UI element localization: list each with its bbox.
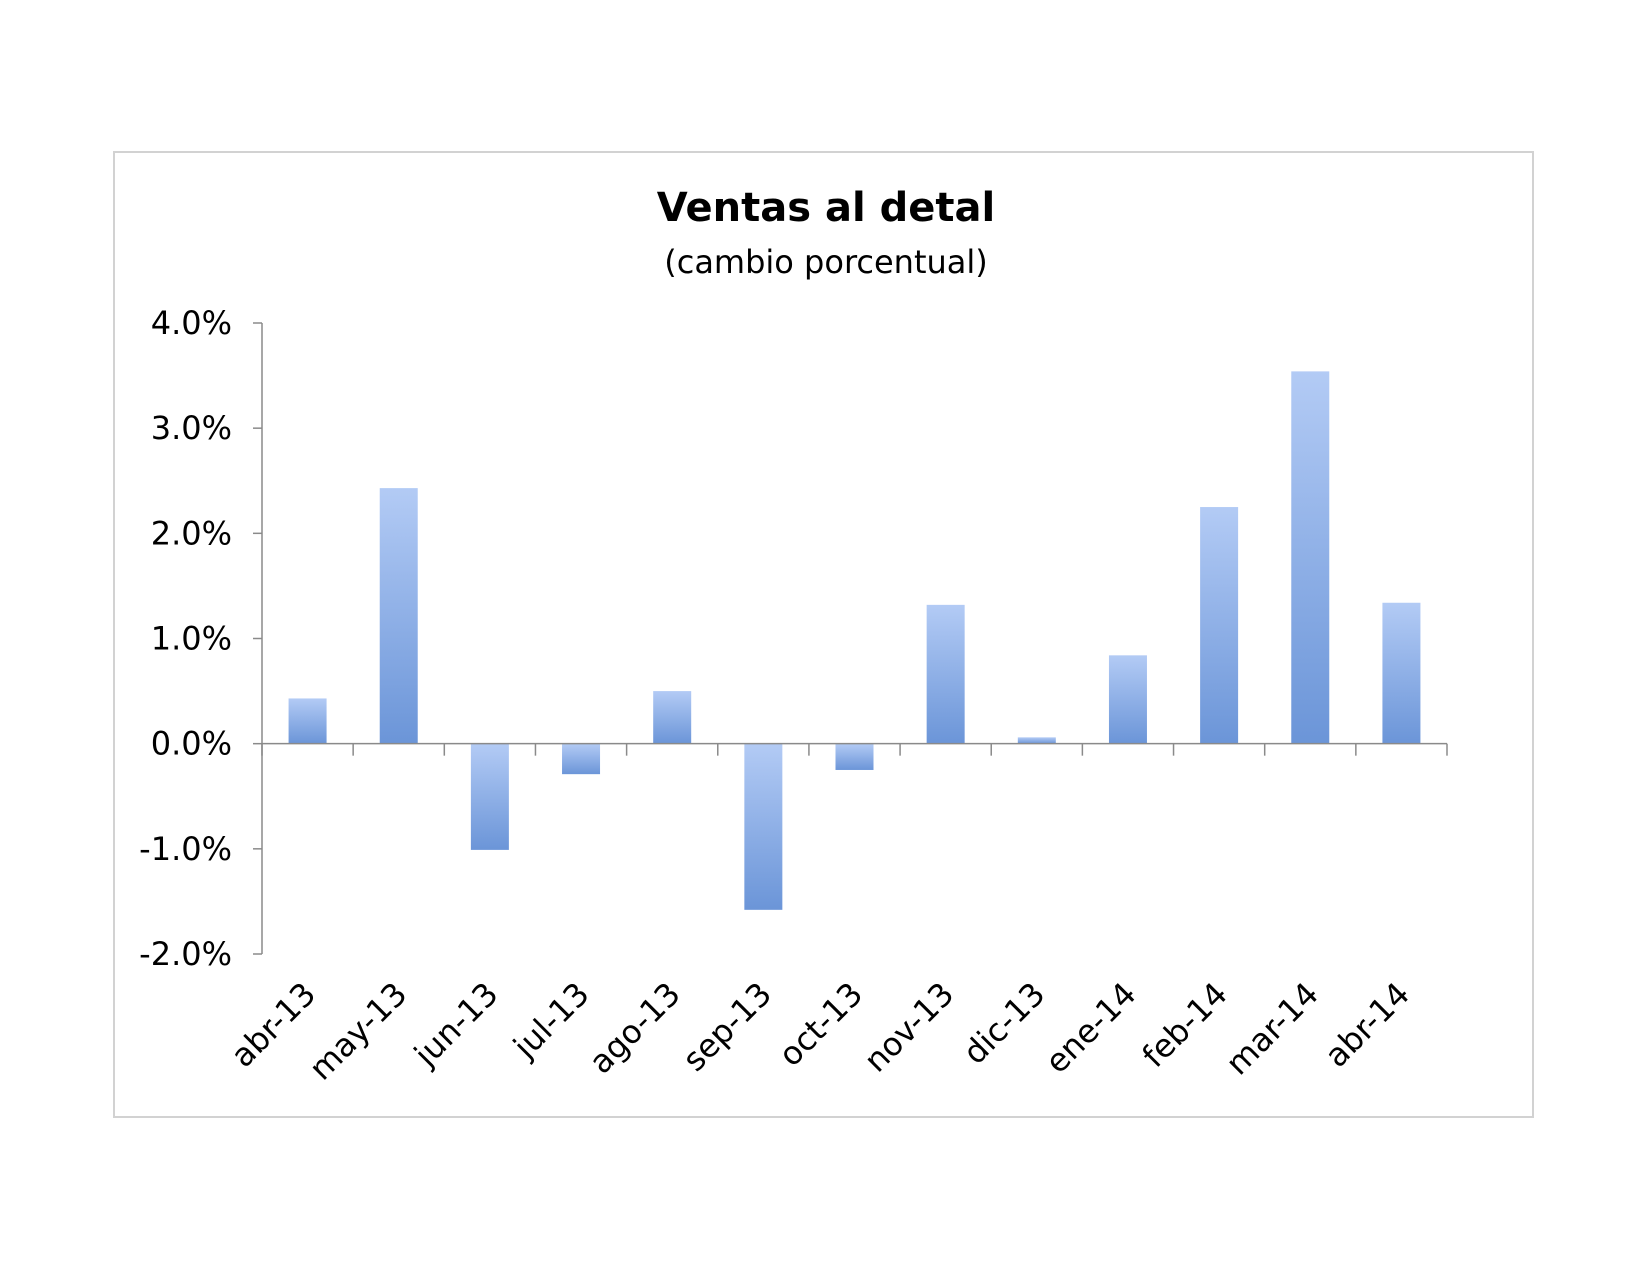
y-tick-label: 4.0% <box>151 304 232 342</box>
chart-frame: Ventas al detal (cambio porcentual) 4.0%… <box>113 151 1534 1118</box>
bar-feb-14 <box>1200 507 1239 744</box>
y-tick-label: -2.0% <box>139 935 232 973</box>
x-tick-label: mar-14 <box>1218 975 1326 1083</box>
bar-sep-13 <box>744 743 783 910</box>
bar-oct-13 <box>835 743 874 770</box>
bar-jul-13 <box>562 743 601 775</box>
chart-title: Ventas al detal <box>657 185 995 231</box>
x-tick-label: ene-14 <box>1038 975 1144 1081</box>
bar-may-13 <box>379 488 418 744</box>
plot-area: 4.0%3.0%2.0%1.0%0.0%-1.0%-2.0%abr-13may-… <box>139 304 1448 1088</box>
bar-ago-13 <box>653 691 692 744</box>
y-tick-label: 0.0% <box>151 725 232 763</box>
chart-svg: Ventas al detal (cambio porcentual) 4.0%… <box>139 185 1448 1088</box>
x-tick-label: feb-14 <box>1135 975 1235 1075</box>
bar-mar-14 <box>1291 371 1330 744</box>
chart-subtitle: (cambio porcentual) <box>664 243 988 281</box>
bar-jun-13 <box>470 743 509 850</box>
bar-dic-13 <box>1017 737 1056 744</box>
x-tick-label: may-13 <box>302 975 415 1088</box>
x-tick-label: abr-14 <box>1317 975 1417 1075</box>
x-tick-label: sep-13 <box>675 975 779 1079</box>
x-tick-label: ago-13 <box>582 975 688 1081</box>
y-tick-label: 2.0% <box>151 514 232 552</box>
bar-abr-14 <box>1382 602 1421 744</box>
x-tick-label: jun-13 <box>406 975 506 1075</box>
x-tick-label: oct-13 <box>771 975 870 1074</box>
bar-ene-14 <box>1108 655 1147 744</box>
bar-abr-13 <box>288 698 327 744</box>
y-tick-label: 3.0% <box>151 409 232 447</box>
y-tick-label: -1.0% <box>139 830 232 868</box>
bar-nov-13 <box>926 604 965 744</box>
x-tick-label: dic-13 <box>956 975 1053 1072</box>
y-tick-label: 1.0% <box>151 620 232 658</box>
x-tick-label: nov-13 <box>857 975 962 1080</box>
